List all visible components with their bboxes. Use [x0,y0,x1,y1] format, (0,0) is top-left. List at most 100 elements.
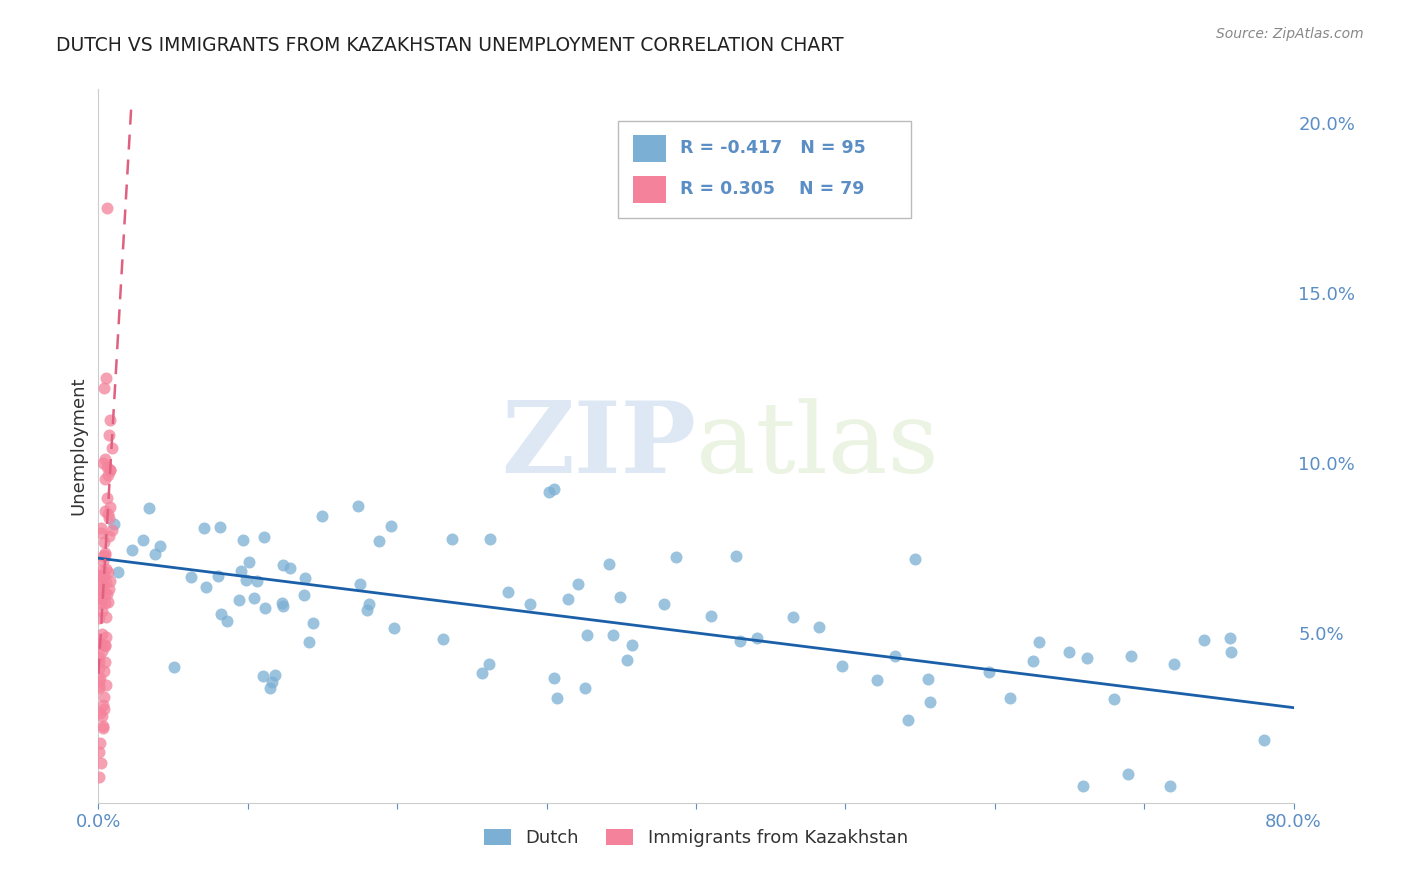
Point [90,603,112,617]
Point [90,756,112,770]
Point [259,681,281,696]
Point [654,597,676,611]
Point [97,468,120,483]
Point [89,679,111,693]
Point [138,500,160,515]
Point [1116,767,1139,781]
Point [576,628,599,642]
Point [609,591,631,605]
Point [543,671,565,685]
Point [94,371,117,385]
Point [97,595,120,609]
Point [90,638,112,652]
Point [270,596,292,610]
Point [292,588,315,602]
Point [917,672,939,686]
Point [98,574,121,589]
Point [97,508,120,522]
Point [207,568,229,582]
Point [90,572,112,586]
Point [294,571,316,585]
Point [728,633,751,648]
Point [384,621,406,635]
Point [143,547,166,561]
Point [298,635,321,649]
Point [557,592,579,607]
Point [347,499,370,513]
Point [89,736,111,750]
Point [616,653,638,667]
Point [1159,779,1181,793]
Point [356,602,378,616]
Point [90,591,112,606]
Text: atlas: atlas [696,398,939,494]
Point [149,539,172,553]
Point [97,582,120,597]
Point [262,674,284,689]
Point [209,519,232,533]
Point [263,668,285,682]
Point [215,614,238,628]
Point [254,601,277,615]
Text: R = -0.417   N = 95: R = -0.417 N = 95 [681,139,866,157]
Point [884,649,907,664]
Point [93,472,115,486]
Point [121,542,143,557]
Point [89,655,111,669]
Point [98,463,121,477]
Point [567,577,589,591]
Point [90,644,112,658]
Point [89,636,111,650]
Point [1192,633,1215,648]
Point [620,638,643,652]
Point [471,666,494,681]
Text: ZIP: ZIP [501,398,696,494]
Point [1000,691,1022,706]
Point [98,428,121,442]
Point [98,413,121,427]
Point [235,573,257,587]
Point [478,657,501,672]
Point [368,534,391,549]
Point [193,521,215,535]
Point [537,484,560,499]
Point [273,599,295,613]
Point [89,649,111,664]
Point [90,568,112,582]
Point [546,691,568,706]
Point [89,706,111,720]
Text: DUTCH VS IMMIGRANTS FROM KAZAKHSTAN UNEMPLOYMENT CORRELATION CHART: DUTCH VS IMMIGRANTS FROM KAZAKHSTAN UNEM… [56,36,844,54]
Point [598,557,620,571]
Point [89,635,111,649]
Point [107,565,129,579]
Point [93,702,115,716]
Point [301,616,323,631]
Point [1219,645,1241,659]
Point [1028,635,1050,649]
Point [89,770,111,784]
Point [132,533,155,547]
Point [311,508,333,523]
Bar [633,176,666,202]
Point [93,639,115,653]
Point [90,583,112,598]
Point [94,548,117,562]
Point [91,698,114,712]
Point [93,549,115,564]
Point [93,554,115,568]
Point [831,658,853,673]
Point [101,523,124,537]
Point [91,563,114,577]
Point [180,570,202,584]
Point [89,674,111,689]
Point [903,552,925,566]
Point [432,632,454,646]
Point [93,690,115,705]
Point [271,558,294,573]
Point [89,568,111,582]
Point [94,575,117,590]
Point [194,580,217,594]
Point [90,582,112,597]
Point [90,596,112,610]
Point [1022,654,1045,668]
